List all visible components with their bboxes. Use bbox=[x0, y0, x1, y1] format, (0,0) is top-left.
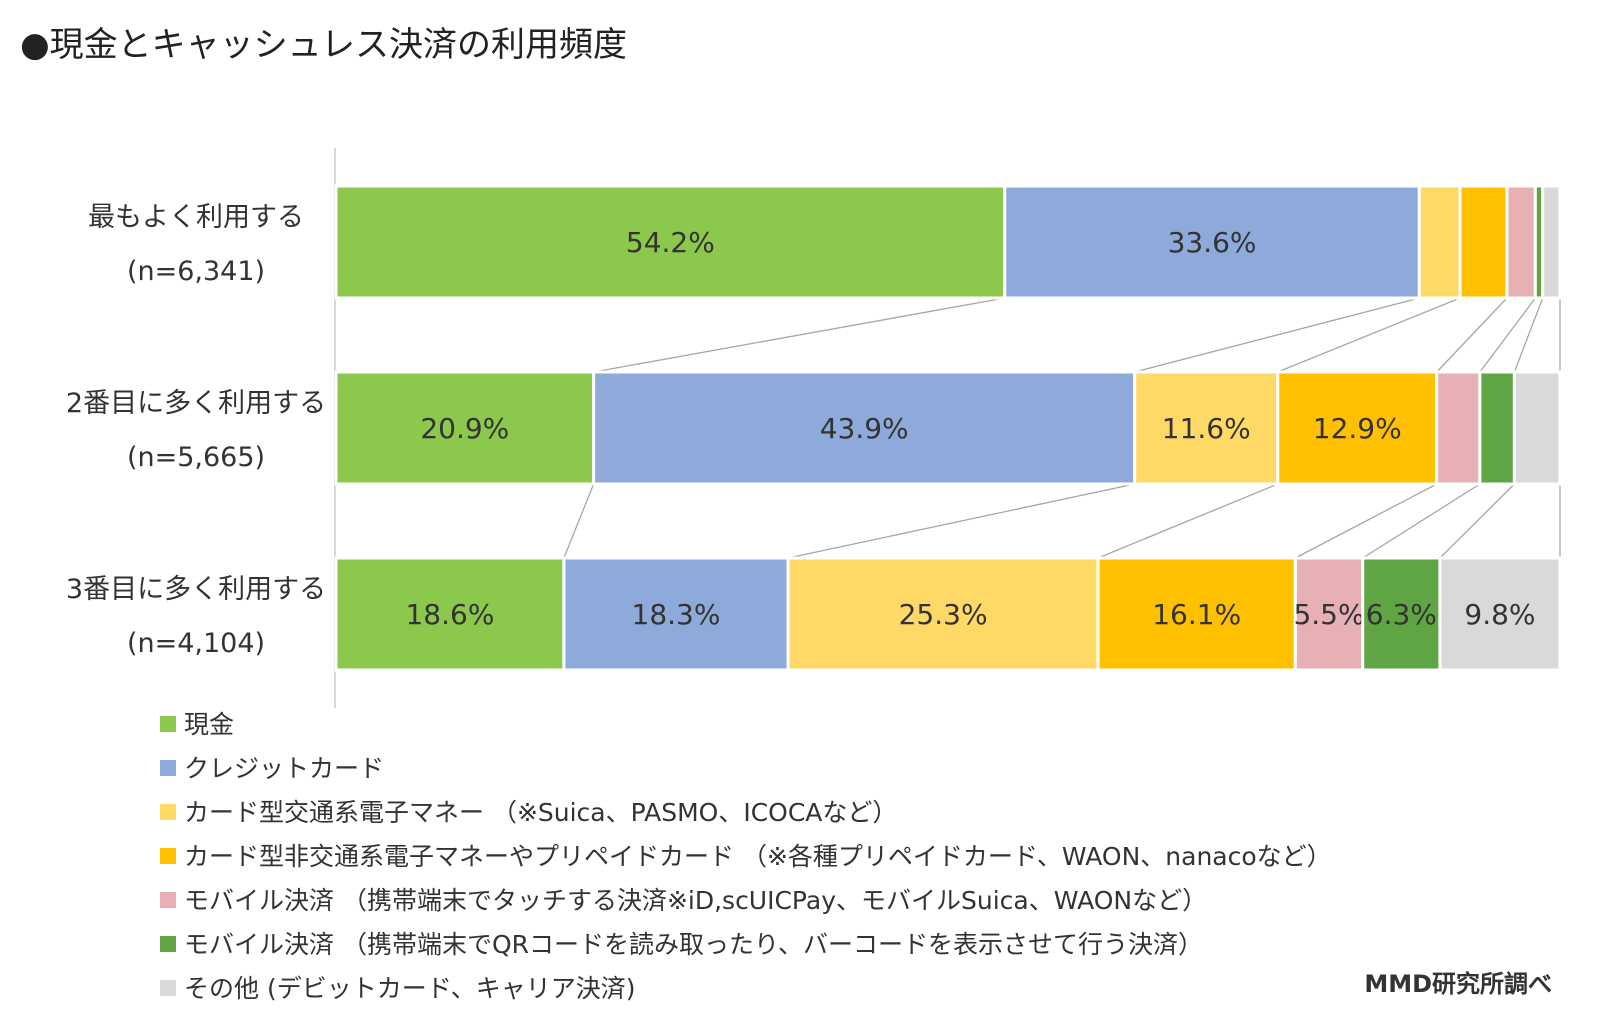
legend-swatch bbox=[160, 892, 176, 908]
category-n-label: (n=6,341) bbox=[127, 256, 265, 287]
legend-swatch bbox=[160, 804, 176, 820]
bar-segment bbox=[1361, 556, 1442, 672]
data-label: 33.6% bbox=[1168, 226, 1257, 259]
bar-segment bbox=[592, 370, 1137, 486]
data-label: 9.8% bbox=[1464, 598, 1535, 631]
connector-line bbox=[1277, 297, 1461, 373]
legend-label: カード型交通系電子マネー （※Suica、PASMO、ICOCAなど） bbox=[184, 798, 897, 827]
data-label: 11.6% bbox=[1162, 412, 1251, 445]
bar-segment bbox=[334, 184, 1007, 300]
legend-label: その他 (デビットカード、キャリア決済) bbox=[184, 974, 635, 1003]
data-label: 43.9% bbox=[820, 412, 909, 445]
legend-swatch bbox=[160, 716, 176, 732]
bars-group: 54.2% 33.6% 20.9% 43.9% 11.6% 12.9% 18.6% 18.3%… bbox=[334, 184, 1562, 672]
bar-segment bbox=[1438, 556, 1562, 672]
connector-line bbox=[1513, 297, 1544, 373]
bar-segment bbox=[786, 556, 1100, 672]
bar-segment bbox=[1417, 184, 1462, 300]
data-label: 5.5% bbox=[1293, 598, 1364, 631]
legend-label: クレジットカード bbox=[184, 754, 384, 783]
bar-segment bbox=[1478, 370, 1516, 486]
data-label: 54.2% bbox=[626, 226, 715, 259]
legend-swatch bbox=[160, 980, 176, 996]
chart-title: ●現金とキャッシュレス決済の利用頻度 bbox=[20, 25, 627, 65]
connector-line bbox=[1097, 483, 1278, 559]
category-n-label: (n=5,665) bbox=[127, 442, 265, 473]
connector-lines bbox=[563, 297, 1561, 559]
bar-segment bbox=[1505, 184, 1537, 300]
connector-line bbox=[563, 483, 595, 559]
connector-line bbox=[787, 483, 1135, 559]
bar-segment bbox=[1133, 370, 1280, 486]
legend-label: 現金 bbox=[184, 710, 234, 739]
category-labels: 最もよく利用する (n=6,341) 2番目に多く利用する (n=5,665) 3番目に… bbox=[66, 202, 326, 659]
legend-swatch bbox=[160, 760, 176, 776]
data-label: 16.1% bbox=[1152, 598, 1241, 631]
credit-text: MMD研究所調べ bbox=[1364, 970, 1552, 998]
bar-segment bbox=[1541, 184, 1562, 300]
category-n-label: (n=4,104) bbox=[127, 628, 265, 659]
connector-line bbox=[1362, 483, 1481, 559]
category-label: 2番目に多く利用する bbox=[66, 388, 326, 419]
bar-segment bbox=[334, 556, 566, 672]
connector-line bbox=[1134, 297, 1420, 373]
bar-segment bbox=[1435, 370, 1482, 486]
legend-swatch bbox=[160, 936, 176, 952]
legend-label: カード型非交通系電子マネーやプリペイドカード （※各種プリペイドカード、WAON… bbox=[184, 842, 1332, 871]
connector-line bbox=[1295, 483, 1438, 559]
data-label: 25.3% bbox=[899, 598, 988, 631]
legend-swatch bbox=[160, 848, 176, 864]
bar-segment bbox=[1096, 556, 1297, 672]
bar-segment bbox=[1512, 370, 1562, 486]
legend-label: モバイル決済 （携帯端末でタッチする決済※iD,scUICPay、モバイルSui… bbox=[184, 886, 1207, 915]
connector-line bbox=[1439, 483, 1515, 559]
data-label: 18.3% bbox=[632, 598, 721, 631]
category-label: 3番目に多く利用する bbox=[66, 574, 326, 605]
bar-segment bbox=[1293, 556, 1365, 672]
connector-line bbox=[1479, 297, 1536, 373]
bar-segment bbox=[1458, 184, 1509, 300]
bar-segment bbox=[1276, 370, 1439, 486]
data-label: 12.9% bbox=[1313, 412, 1402, 445]
data-label: 20.9% bbox=[420, 412, 509, 445]
data-label: 18.6% bbox=[405, 598, 494, 631]
legend-label: モバイル決済 （携帯端末でQRコードを読み取ったり、バーコードを表示させて行う決… bbox=[184, 930, 1203, 959]
connector-line bbox=[1436, 297, 1508, 373]
data-label: 6.3% bbox=[1366, 598, 1437, 631]
category-label: 最もよく利用する bbox=[88, 202, 304, 233]
connector-line bbox=[593, 297, 1005, 373]
